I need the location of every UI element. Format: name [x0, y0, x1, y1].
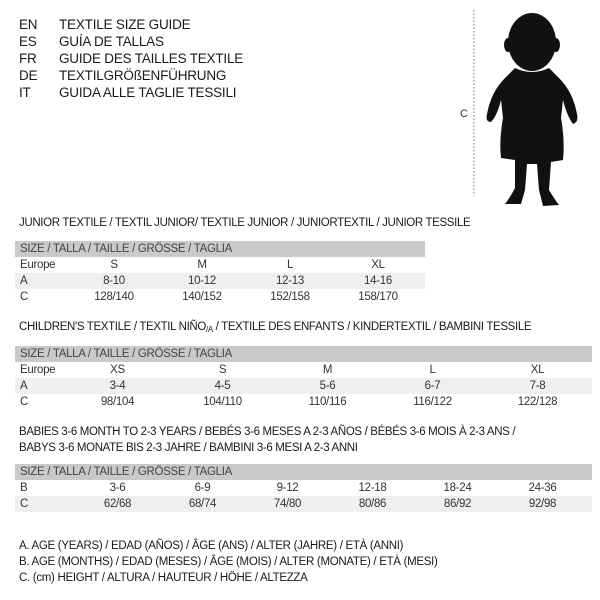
lang-title: TEXTILE SIZE GUIDE [59, 17, 191, 32]
junior-title: JUNIOR TEXTILE / TEXTIL JUNIOR/ TEXTILE … [19, 217, 471, 229]
cell: 74/80 [273, 498, 302, 510]
cell: 12-18 [358, 482, 387, 494]
lang-title: TEXTILGRÖßENFÜHRUNG [59, 68, 227, 83]
cell: S [110, 259, 118, 271]
row-label: Europe [20, 259, 56, 271]
row-label: Europe [20, 364, 56, 376]
lang-row-it: IT GUIDA ALLE TAGLIE TESSILI [19, 84, 243, 101]
table-row-a: A 8-10 10-12 12-13 14-16 [15, 273, 425, 289]
lang-code: FR [19, 51, 37, 66]
table-row-europe: Europe S M L XL [15, 257, 425, 273]
lang-title: GUIDA ALLE TAGLIE TESSILI [59, 85, 237, 100]
cell: 7-8 [529, 380, 546, 392]
table-row-b: B 3-6 6-9 9-12 12-18 18-24 24-36 [15, 480, 592, 496]
cell: 80/86 [358, 498, 387, 510]
legend-item-a: A. AGE (YEARS) / EDAD (AÑOS) / ÂGE (ANS)… [19, 540, 404, 552]
legend: A. AGE (YEARS) / EDAD (AÑOS) / ÂGE (ANS)… [19, 538, 438, 586]
cell: 14-16 [364, 275, 392, 287]
cell: 18-24 [443, 482, 472, 494]
size-header: SIZE / TALLA / TAILLE / GRÖSSE / TAGLIA [15, 464, 592, 480]
cell: 10-12 [188, 275, 216, 287]
cell: 98/104 [100, 396, 135, 408]
lang-row-en: EN TEXTILE SIZE GUIDE [19, 16, 243, 33]
cell: 92/98 [528, 498, 557, 510]
cell: 152/158 [270, 291, 310, 303]
cell: 86/92 [443, 498, 472, 510]
lang-row-fr: FR GUIDE DES TAILLES TEXTILE [19, 50, 243, 67]
size-header: SIZE / TALLA / TAILLE / GRÖSSE / TAGLIA [15, 241, 425, 257]
cell: XS [110, 364, 125, 376]
title-part: / TEXTILE DES ENFANTS / KINDERTEXTIL / B… [212, 321, 532, 333]
row-label: C [20, 291, 29, 303]
cell: XL [530, 364, 545, 376]
row-label: C [20, 498, 29, 510]
cell: 104/110 [203, 396, 242, 408]
cell: 6-7 [424, 380, 441, 392]
lang-code: EN [19, 17, 38, 32]
lang-row-es: ES GUÍA DE TALLAS [19, 33, 243, 50]
cell: 12-13 [276, 275, 304, 287]
row-label: A [20, 275, 28, 287]
cell: 158/170 [358, 291, 398, 303]
cell: 62/68 [103, 498, 132, 510]
cell: 116/122 [413, 396, 452, 408]
table-row-a: A 3-4 4-5 5-6 6-7 7-8 [15, 378, 592, 394]
babies-title-line1: BABIES 3-6 MONTH TO 2-3 YEARS / BEBÉS 3-… [19, 426, 516, 438]
cell: M [197, 259, 207, 271]
table-row-europe: Europe XS S M L XL [15, 362, 592, 378]
cell: M [322, 364, 333, 376]
legend-item-b: B. AGE (MONTHS) / EDAD (MESES) / ÂGE (MO… [19, 556, 438, 568]
cell: 68/74 [188, 498, 217, 510]
cell: 3-6 [109, 482, 126, 494]
junior-size-table: SIZE / TALLA / TAILLE / GRÖSSE / TAGLIA … [15, 241, 425, 305]
toddler-silhouette-icon [473, 10, 578, 206]
lang-code: ES [19, 34, 37, 49]
cell: 110/116 [308, 396, 347, 408]
lang-title: GUÍA DE TALLAS [59, 34, 164, 49]
children-title: CHILDREN'S TEXTILE / TEXTIL NIÑO/A / TEX… [19, 319, 532, 338]
legend-item-c: C. (cm) HEIGHT / ALTURA / HAUTEUR / HÖHE… [19, 572, 308, 584]
cell: XL [371, 259, 385, 271]
cell: 8-10 [103, 275, 125, 287]
cell: L [286, 259, 294, 271]
cell: 3-4 [109, 380, 126, 392]
row-label: B [20, 482, 28, 494]
cell: 9-12 [276, 482, 299, 494]
cell: L [429, 364, 436, 376]
cell: 4-5 [214, 380, 231, 392]
cell: 140/152 [182, 291, 222, 303]
lang-code: IT [19, 85, 31, 100]
toddler-figure [486, 13, 578, 206]
babies-size-table: SIZE / TALLA / TAILLE / GRÖSSE / TAGLIA … [15, 464, 592, 512]
title-subscript: /A [205, 325, 213, 334]
cell: 128/140 [94, 291, 134, 303]
language-list: EN TEXTILE SIZE GUIDE ES GUÍA DE TALLAS FR… [19, 16, 243, 101]
babies-title-line2: BABYS 3-6 MONATE BIS 2-3 JAHRE / BAMBINI… [19, 442, 358, 454]
title-part: CHILDREN'S TEXTILE / TEXTIL NIÑO [19, 321, 206, 333]
cell: 6-9 [194, 482, 211, 494]
cell: 5-6 [319, 380, 336, 392]
row-label: C [20, 396, 29, 408]
lang-row-de: DE TEXTILGRÖßENFÜHRUNG [19, 67, 243, 84]
cell: 24-36 [528, 482, 557, 494]
row-label: A [20, 380, 28, 392]
table-row-c: C 62/68 68/74 74/80 80/86 86/92 92/98 [15, 496, 592, 512]
height-label-c: C [460, 108, 468, 120]
table-row-c: C 128/140 140/152 152/158 158/170 [15, 289, 425, 305]
lang-code: DE [19, 68, 38, 83]
table-row-c: C 98/104 104/110 110/116 116/122 122/128 [15, 394, 592, 410]
children-size-table: SIZE / TALLA / TAILLE / GRÖSSE / TAGLIA … [15, 346, 592, 410]
lang-title: GUIDE DES TAILLES TEXTILE [59, 51, 244, 66]
cell: 122/128 [517, 396, 558, 408]
cell: S [218, 364, 227, 376]
size-header: SIZE / TALLA / TAILLE / GRÖSSE / TAGLIA [15, 346, 592, 362]
